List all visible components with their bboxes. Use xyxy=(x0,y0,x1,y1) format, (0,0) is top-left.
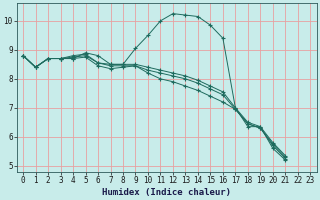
X-axis label: Humidex (Indice chaleur): Humidex (Indice chaleur) xyxy=(102,188,231,197)
